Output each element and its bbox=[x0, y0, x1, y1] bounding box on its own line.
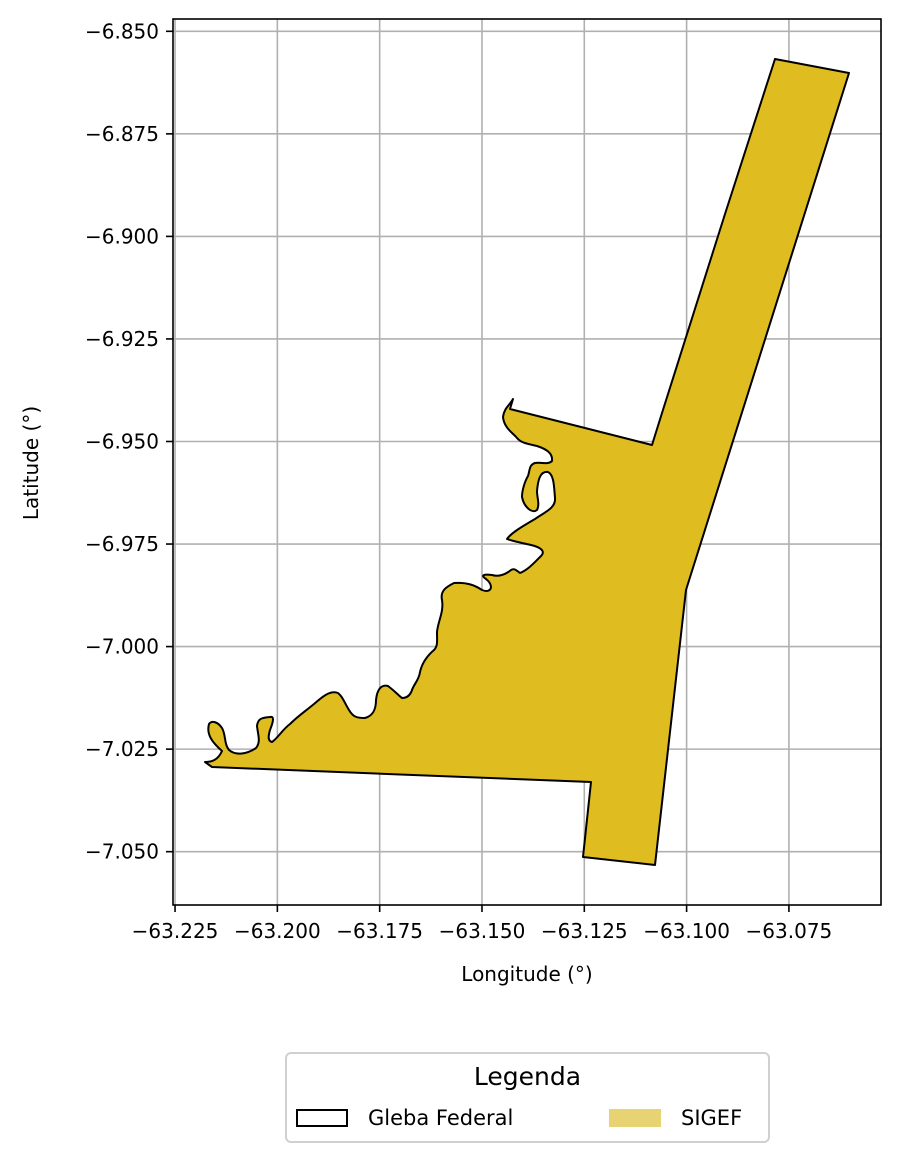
y-tick-label: −6.850 bbox=[85, 19, 159, 43]
legend-label: Gleba Federal bbox=[368, 1106, 514, 1130]
y-tick-label: −6.975 bbox=[85, 532, 159, 556]
legend: Legenda Gleba Federal SIGEF bbox=[285, 1052, 770, 1143]
legend-label: SIGEF bbox=[681, 1106, 743, 1130]
legend-item-gleba-federal: Gleba Federal bbox=[296, 1106, 513, 1130]
y-tick-label: −6.950 bbox=[85, 429, 159, 453]
sigef-polygon bbox=[204, 58, 850, 866]
x-tick-label: −63.125 bbox=[541, 919, 628, 943]
x-tick-label: −63.075 bbox=[746, 919, 833, 943]
x-tick-label: −63.225 bbox=[132, 919, 219, 943]
legend-item-sigef: SIGEF bbox=[609, 1106, 742, 1130]
map-chart: −63.225 −63.200 −63.175 −63.150 −63.125 −63.1… bbox=[19, 18, 882, 986]
legend-swatch-outline bbox=[296, 1109, 348, 1127]
legend-title: Legenda bbox=[473, 1062, 582, 1091]
y-axis-label: Latitude (°) bbox=[19, 406, 43, 520]
x-tick-label: −63.200 bbox=[234, 919, 321, 943]
y-tick-label: −6.900 bbox=[85, 224, 159, 248]
axes bbox=[172, 18, 882, 906]
y-tick-label: −7.050 bbox=[85, 840, 159, 864]
y-tick-label: −7.000 bbox=[85, 635, 159, 659]
y-tick-label: −6.925 bbox=[85, 327, 159, 351]
x-tick-label: −63.100 bbox=[643, 919, 730, 943]
plot-frame bbox=[172, 18, 882, 906]
x-tick-label: −63.175 bbox=[336, 919, 423, 943]
ticks: −63.225 −63.200 −63.175 −63.150 −63.125 −63.1… bbox=[85, 19, 832, 943]
x-axis-label: Longitude (°) bbox=[461, 962, 592, 986]
legend-swatch-fill bbox=[609, 1109, 661, 1127]
y-tick-label: −6.875 bbox=[85, 122, 159, 146]
x-tick-label: −63.150 bbox=[439, 919, 526, 943]
y-tick-label: −7.025 bbox=[85, 737, 159, 761]
